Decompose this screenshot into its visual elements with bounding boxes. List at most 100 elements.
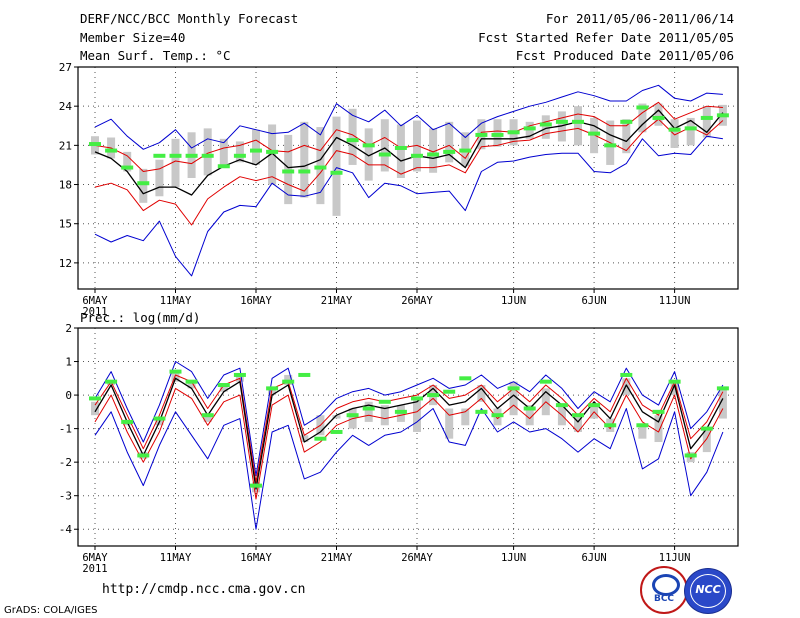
x-tick-label: 6JUN — [581, 295, 606, 307]
forecast-period: For 2011/05/06-2011/06/14 — [545, 11, 734, 26]
x-tick-label: 21MAY — [321, 552, 353, 564]
y-tick-label: 21 — [59, 139, 72, 152]
ensemble-box — [541, 115, 550, 139]
series-line-max — [94, 84, 723, 150]
x-tick-label: 11JUN — [659, 295, 691, 307]
y-tick-label: 27 — [59, 61, 72, 74]
ensemble-box — [574, 106, 582, 146]
green-marker — [394, 409, 407, 414]
green-marker — [137, 453, 150, 458]
green-marker — [523, 406, 536, 411]
green-marker — [169, 369, 182, 374]
ensemble-box — [300, 435, 309, 443]
green-marker — [266, 386, 279, 391]
series-line-max — [94, 361, 724, 477]
ensemble-box — [670, 119, 679, 148]
y-tick-label: 12 — [59, 257, 72, 270]
series-line-min — [94, 408, 724, 530]
x-tick-label: 11JUN — [659, 552, 691, 564]
green-marker — [394, 145, 407, 150]
ensemble-box — [380, 119, 389, 172]
ensemble-box — [155, 159, 164, 197]
green-marker — [185, 153, 198, 158]
ensemble-box — [348, 108, 357, 165]
green-marker — [217, 383, 230, 388]
green-marker — [700, 426, 713, 431]
green-marker — [588, 403, 601, 408]
ensemble-box — [364, 128, 373, 181]
ensemble-box — [445, 408, 454, 439]
x-tick-label: 16MAY — [240, 552, 272, 564]
x-tick-label: 6MAY — [82, 552, 108, 564]
ensemble-box — [219, 385, 228, 392]
green-marker — [604, 143, 617, 148]
ensemble-box — [413, 120, 421, 172]
y-tick-label: 18 — [59, 179, 72, 192]
ensemble-box — [622, 119, 631, 154]
green-marker — [250, 148, 262, 153]
y-tick-label: 2 — [65, 322, 72, 335]
green-marker — [475, 409, 488, 414]
ensemble-box — [219, 138, 228, 167]
y-tick-label: 0 — [65, 389, 72, 402]
chart-title: DERF/NCC/BCC Monthly Forecast — [80, 11, 299, 26]
green-marker — [362, 406, 375, 411]
ensemble-box — [300, 121, 309, 198]
green-marker — [298, 169, 311, 174]
bcc-logo-text: BCC — [653, 594, 675, 604]
green-marker — [491, 132, 504, 137]
green-marker — [700, 115, 713, 120]
green-marker — [475, 132, 488, 137]
plot-frame — [77, 66, 739, 290]
y-tick-label: 15 — [59, 218, 72, 231]
green-marker — [169, 153, 182, 158]
ensemble-box — [268, 388, 277, 396]
ensemble-box — [252, 129, 260, 165]
ensemble-box — [702, 428, 711, 453]
bcc-logo: BCC — [640, 566, 688, 614]
green-marker — [346, 413, 359, 418]
green-marker — [330, 429, 343, 434]
green-marker — [716, 386, 729, 391]
green-marker — [314, 165, 327, 170]
green-marker — [411, 153, 423, 158]
green-marker — [121, 165, 134, 170]
x-tick-label: 1JUN — [501, 552, 526, 564]
ensemble-box — [477, 385, 486, 402]
green-marker — [411, 396, 423, 401]
fcst-produced-date: Fcst Produced Date 2011/05/06 — [515, 48, 734, 63]
grads-credit: GrADS: COLA/IGES — [4, 605, 98, 616]
ensemble-box — [686, 117, 695, 146]
source-url[interactable]: http://cmdp.ncc.cma.gov.cn — [102, 582, 306, 597]
ensemble-box — [702, 106, 711, 138]
green-marker — [459, 148, 472, 153]
green-marker — [636, 105, 649, 110]
ensemble-box — [396, 124, 405, 178]
green-marker — [330, 170, 343, 175]
y-tick-label: -2 — [59, 456, 72, 469]
ensemble-box — [413, 398, 421, 432]
ensemble-box — [268, 124, 277, 185]
ensemble-box — [203, 415, 212, 422]
green-marker — [572, 413, 584, 418]
green-marker — [314, 436, 327, 441]
ncc-logo-text: NCC — [695, 583, 721, 596]
x-year-label: 2011 — [82, 563, 107, 575]
ensemble-box — [574, 415, 582, 432]
green-marker — [636, 423, 649, 428]
variable-label: Mean Surf. Temp.: °C — [80, 48, 231, 63]
green-marker — [668, 127, 681, 132]
green-marker — [427, 152, 440, 157]
ensemble-box — [171, 138, 180, 188]
green-marker — [588, 131, 601, 136]
ensemble-box — [139, 168, 148, 203]
ensemble-box — [235, 141, 244, 163]
green-marker — [250, 483, 262, 488]
green-marker — [266, 149, 279, 154]
green-marker — [652, 409, 665, 414]
green-marker — [137, 181, 150, 186]
precip-label: Prec.: log(mm/d) — [80, 310, 201, 325]
green-marker — [684, 126, 697, 131]
ensemble-box — [171, 371, 180, 382]
